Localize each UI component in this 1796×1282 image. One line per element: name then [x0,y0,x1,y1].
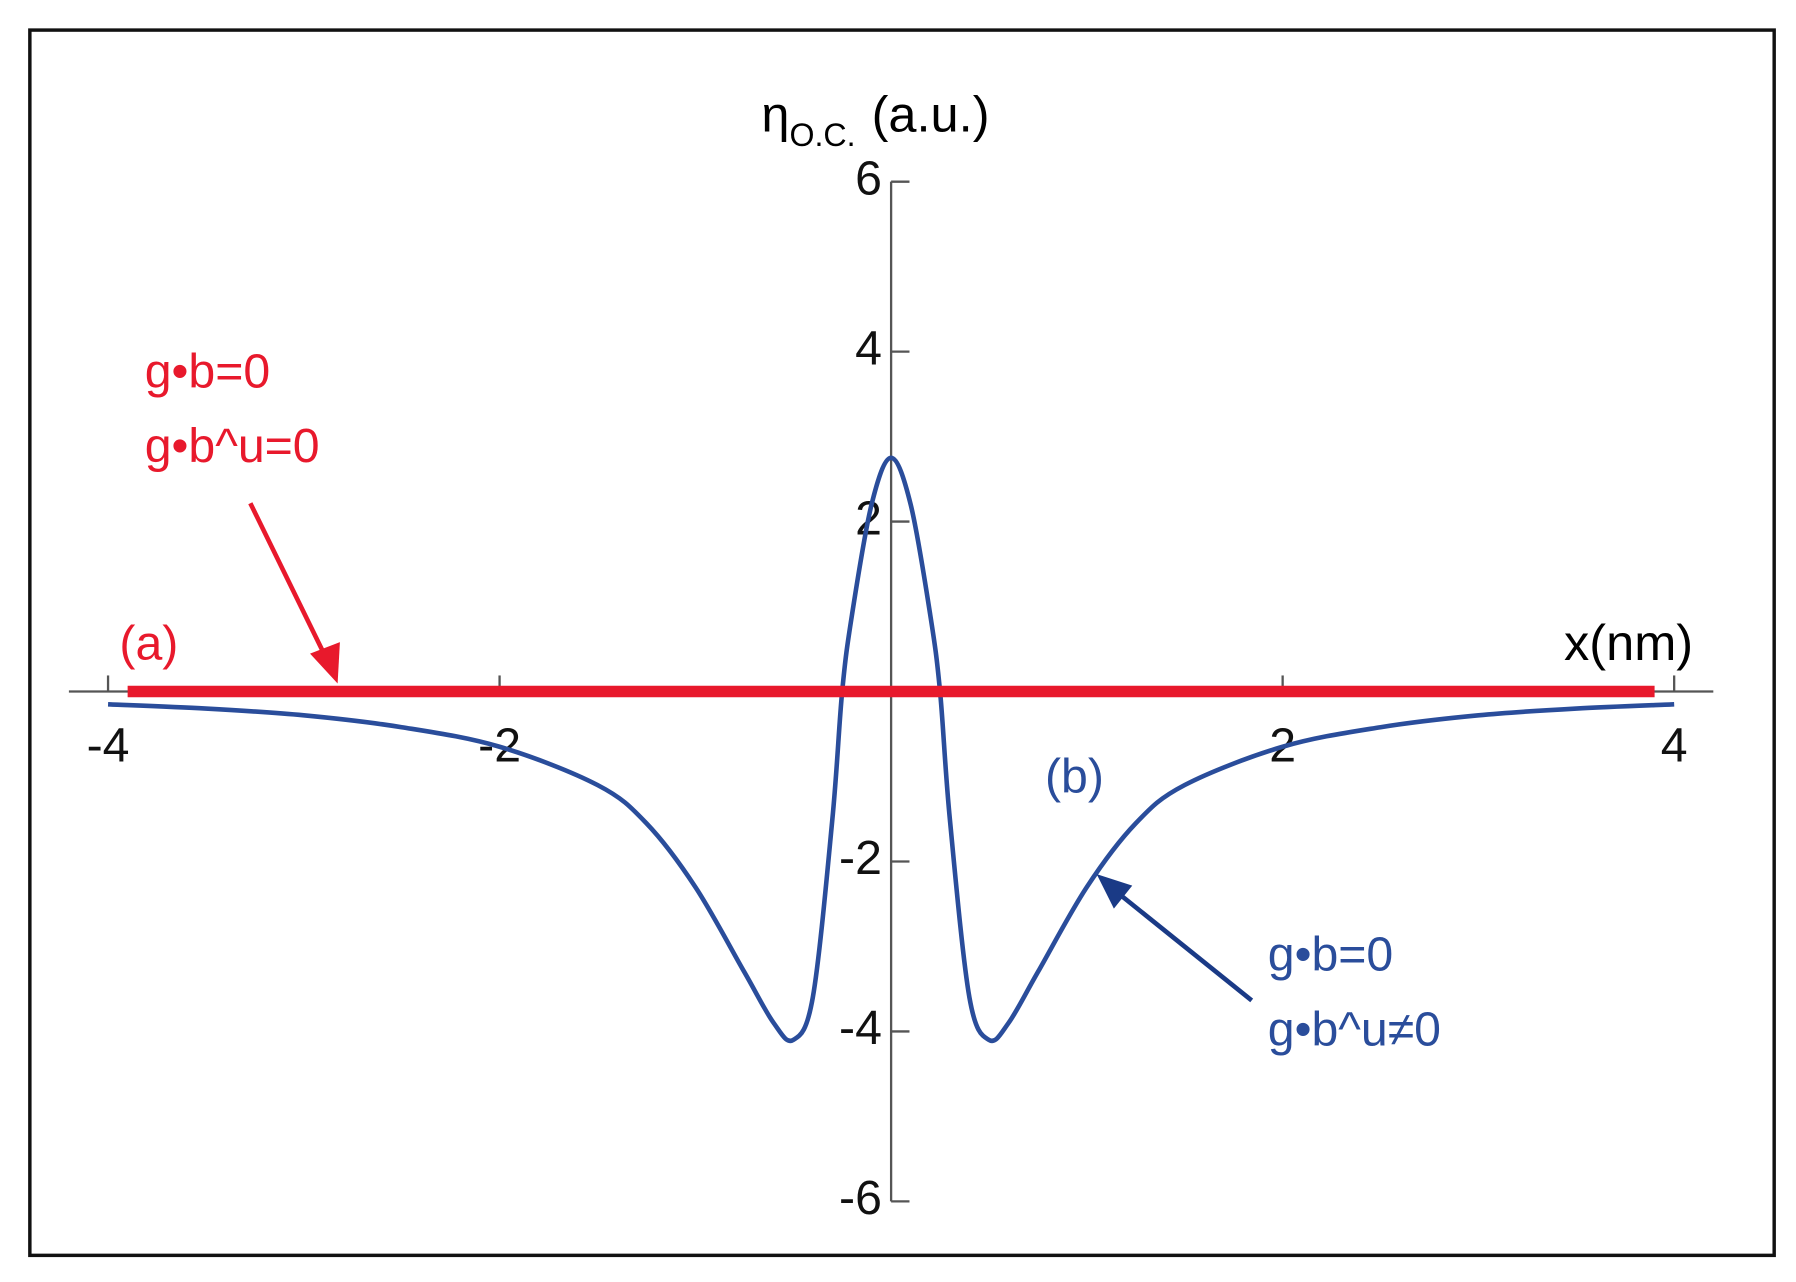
x-tick-label: 4 [1661,719,1688,773]
y-label-unit: (a.u.) [872,86,990,143]
arrow-shaft [1110,886,1254,1003]
annotation: g•b=0 [1268,928,1394,982]
y-tick-label: -6 [839,1171,882,1225]
frame [28,28,1776,1258]
arrow-head [1096,874,1133,909]
x-tick-label: -4 [87,719,130,773]
y-tick-label: -2 [839,831,882,885]
annotation: g•b^u=0 [145,419,320,473]
y-label-subscript: O.C. [789,116,855,152]
y-axis-label: ηO.C. (a.u.) [761,86,989,153]
x-axis-label: x(nm) [1564,614,1693,671]
annotation: g•b^u≠0 [1268,1002,1441,1056]
y-tick-label: -4 [839,1001,882,1055]
arrow-shaft [248,502,332,667]
y-tick-label: 4 [855,321,882,375]
series-line [107,455,1675,1044]
legend-b: (b) [1045,750,1104,804]
arrow-head [310,642,340,684]
y-tick-label: 6 [855,151,882,205]
annotation: g•b=0 [145,344,271,398]
legend-a: (a) [119,616,178,670]
y-label-symbol: η [761,86,789,143]
